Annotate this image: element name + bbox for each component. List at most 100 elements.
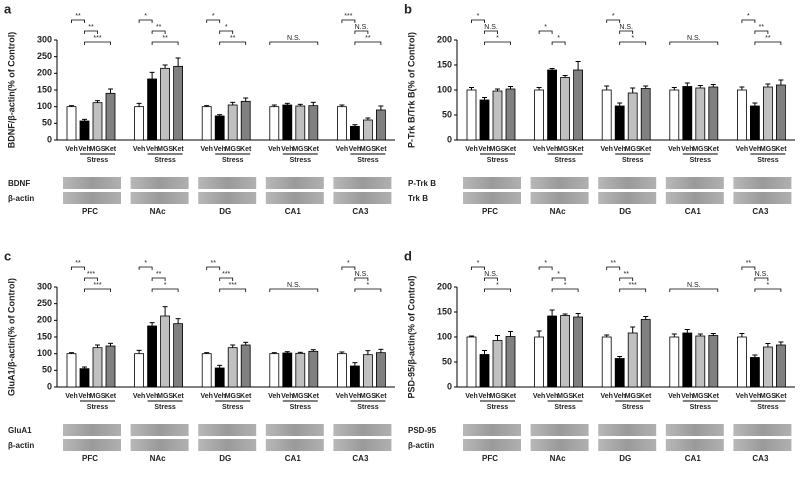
bar	[750, 357, 760, 388]
significance-bracket	[754, 277, 769, 281]
significance-label: N.S.	[287, 35, 301, 42]
blot-band	[63, 192, 121, 204]
x-tick-label: Ket	[308, 146, 320, 153]
region-label: CA1	[285, 207, 302, 216]
blot-band	[665, 192, 724, 204]
y-tick-label: 50	[42, 118, 52, 128]
blot-band	[733, 192, 792, 204]
bar	[695, 87, 706, 141]
x-tick-label: Ket	[240, 393, 252, 400]
significance-label: *	[564, 282, 567, 289]
bar	[92, 347, 103, 388]
y-tick-label: 50	[442, 356, 452, 366]
significance-label: **	[88, 24, 94, 31]
y-tick-label: 200	[37, 315, 52, 325]
blot-label: BDNF	[8, 179, 30, 188]
bar	[614, 105, 625, 141]
bar	[214, 367, 225, 388]
blot-band	[265, 192, 324, 204]
group-sublabel: Stress	[487, 157, 509, 164]
blot-label: P-Trk B	[408, 179, 436, 188]
x-tick-label: Veh	[668, 146, 680, 153]
x-tick-label: Veh	[336, 393, 348, 400]
significance-bracket	[754, 288, 782, 292]
significance-bracket	[606, 266, 621, 270]
significance-bracket	[754, 30, 769, 34]
x-tick-label: MGS	[157, 146, 173, 153]
group-sublabel: Stress	[554, 157, 576, 164]
y-axis-label: PSD-95/β-actin(% of Control)	[406, 276, 416, 399]
x-tick-label: MGS	[360, 146, 376, 153]
group-sublabel: Stress	[622, 404, 644, 411]
significance-bracket	[484, 41, 511, 45]
region-label: CA3	[752, 207, 769, 216]
bar	[227, 104, 238, 141]
bar	[173, 323, 184, 388]
significance-bracket	[151, 30, 166, 34]
significance-label: N.S.	[287, 282, 301, 289]
x-tick-label: Veh	[213, 393, 225, 400]
group-sublabel: Stress	[222, 157, 244, 164]
y-tick-label: 0	[47, 134, 52, 144]
x-tick-label: MGS	[557, 146, 573, 153]
bar	[240, 344, 251, 388]
significance-bracket	[619, 277, 634, 281]
group-sublabel: Stress	[290, 157, 312, 164]
region-label: CA1	[685, 207, 702, 216]
blot-band	[198, 439, 257, 451]
significance-bracket	[741, 266, 756, 270]
bar	[682, 86, 693, 141]
significance-label: **	[75, 13, 81, 20]
significance-bracket	[538, 30, 553, 34]
significance-bracket	[538, 266, 553, 270]
significance-label: ***	[93, 282, 101, 289]
significance-bracket	[484, 277, 498, 281]
x-tick-label: Veh	[613, 146, 625, 153]
x-tick-label: Veh	[736, 393, 748, 400]
region-label: CA3	[352, 454, 369, 463]
panel-letter: c	[4, 248, 11, 263]
significance-bracket	[354, 288, 382, 292]
significance-bracket	[551, 277, 566, 281]
x-tick-label: Veh	[65, 146, 77, 153]
blot-band	[463, 192, 521, 204]
blot-band	[463, 177, 521, 189]
significance-label: *	[164, 282, 167, 289]
bar	[547, 315, 557, 388]
bar	[763, 86, 773, 141]
y-tick-label: 0	[447, 381, 452, 391]
y-tick-label: 0	[47, 381, 52, 391]
region-label: DG	[619, 207, 631, 216]
significance-label: N.S.	[687, 282, 701, 289]
blot-band	[333, 424, 392, 436]
region-label: DG	[219, 207, 231, 216]
blot-label: Trk B	[408, 194, 428, 203]
bar	[669, 336, 680, 388]
significance-bracket	[84, 288, 111, 292]
significance-label: N.S.	[687, 35, 701, 42]
x-tick-label: Veh	[133, 146, 145, 153]
significance-bracket	[471, 19, 485, 23]
significance-label: **	[156, 271, 162, 278]
x-tick-label: MGS	[157, 393, 173, 400]
x-tick-label: Veh	[146, 393, 158, 400]
blot-band	[63, 177, 121, 189]
significance-bracket	[206, 19, 221, 23]
x-tick-label: Veh	[78, 146, 90, 153]
x-tick-label: Veh	[349, 393, 361, 400]
significance-label: *	[477, 13, 480, 20]
bar	[492, 90, 503, 141]
significance-label: N.S.	[355, 24, 369, 31]
bar	[776, 84, 786, 141]
blot-band	[333, 192, 392, 204]
blot-band	[598, 177, 657, 189]
significance-bracket	[71, 266, 85, 270]
x-tick-label: Ket	[375, 393, 387, 400]
x-tick-label: Ket	[172, 146, 184, 153]
blot-band	[130, 424, 189, 436]
x-tick-label: Veh	[681, 146, 693, 153]
bar	[547, 69, 557, 141]
bar	[614, 358, 625, 388]
x-tick-label: Ket	[640, 146, 652, 153]
significance-bracket	[269, 288, 319, 292]
